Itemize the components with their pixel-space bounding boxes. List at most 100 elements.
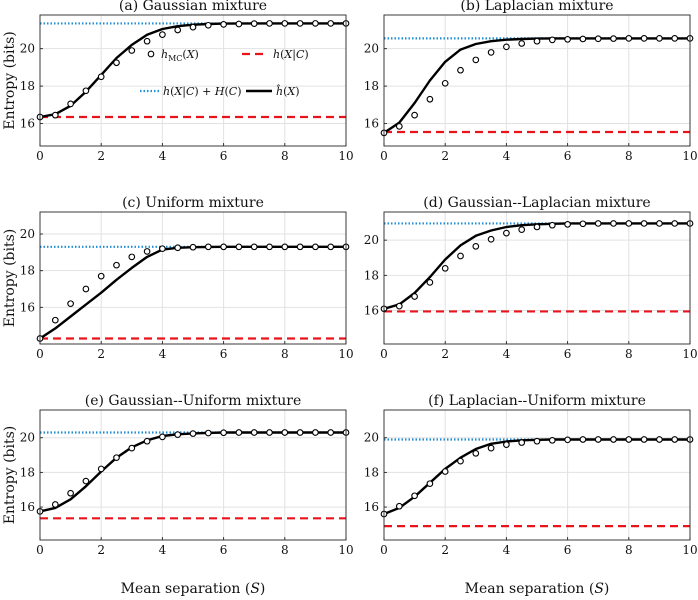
panel-title: (d) Gaussian--Laplacian mixture <box>423 195 650 211</box>
mc-point <box>174 26 182 34</box>
mc-point <box>441 79 449 87</box>
x-tick-label: 0 <box>36 347 44 361</box>
mc-point <box>296 20 304 27</box>
chart-panel-2: 0 2 4 6 8 10 16 18 20 (b) Laplacian mixture <box>364 0 698 163</box>
legend-cond-label: h(X|C) <box>273 48 309 62</box>
mc-point <box>51 111 59 119</box>
x-tick-label: 0 <box>380 543 388 557</box>
x-tick-label: 0 <box>36 543 44 557</box>
mc-point <box>159 433 166 441</box>
mc-point <box>503 441 510 449</box>
legend-mc-marker <box>147 50 155 58</box>
mc-point <box>235 20 243 28</box>
mc-point <box>266 243 273 251</box>
mc-point <box>395 302 403 310</box>
y-tick-label: 18 <box>20 79 35 93</box>
x-tick-label: 2 <box>97 149 105 163</box>
y-tick-label: 16 <box>364 500 379 514</box>
mc-point <box>640 35 648 42</box>
x-tick-label: 0 <box>380 347 388 361</box>
y-tick-label: 20 <box>364 42 379 56</box>
mc-point <box>426 480 434 488</box>
mc-point <box>610 436 617 443</box>
x-tick-label: 10 <box>682 149 697 163</box>
estimate-line <box>39 22 346 119</box>
x-tick-label: 10 <box>338 347 353 361</box>
mc-point <box>296 429 304 436</box>
x-axis-label: Mean separation (S) <box>121 581 266 597</box>
y-tick-label: 16 <box>20 500 35 514</box>
mc-point <box>671 220 679 227</box>
mc-point <box>312 429 319 436</box>
mc-point <box>411 111 418 119</box>
mc-point <box>548 36 556 44</box>
x-tick-label: 8 <box>625 543 633 557</box>
mc-point <box>411 492 418 500</box>
mc-point <box>113 59 120 67</box>
mc-point <box>82 477 90 485</box>
x-tick-label: 8 <box>281 543 289 557</box>
mc-point <box>67 300 74 308</box>
mc-point <box>128 47 136 54</box>
mc-point <box>533 437 541 445</box>
legend-upper-label: h(X|C) + H(C) <box>163 85 242 99</box>
mc-point <box>97 73 105 81</box>
x-tick-label: 8 <box>281 149 289 163</box>
plot-area <box>40 212 346 344</box>
mc-point <box>610 35 617 42</box>
mc-point <box>220 21 227 28</box>
x-tick-label: 6 <box>564 149 572 163</box>
plot-area <box>384 410 690 540</box>
mc-point <box>472 242 480 250</box>
x-tick-label: 4 <box>503 347 511 361</box>
y-tick-label: 18 <box>364 79 379 93</box>
mc-point <box>266 20 273 27</box>
mc-point <box>143 37 151 45</box>
estimate-line <box>383 37 690 134</box>
mc-point <box>472 56 480 64</box>
x-tick-label: 4 <box>503 149 511 163</box>
mc-point <box>327 20 335 27</box>
mc-point <box>610 220 617 227</box>
axes-box <box>383 14 691 147</box>
mc-point <box>312 20 319 27</box>
panel-title: (b) Laplacian mixture <box>460 0 613 14</box>
mc-point <box>640 220 648 227</box>
legend-hat-label: ĥ(X) <box>276 84 300 98</box>
mc-point <box>533 37 541 45</box>
x-tick-label: 8 <box>625 149 633 163</box>
y-tick-label: 18 <box>20 465 35 479</box>
y-tick-label: 18 <box>364 465 379 479</box>
chart-panel-6: 0 2 4 6 8 10 16 18 20 (f) Laplacian--Uniform mixt… <box>364 393 698 597</box>
mc-point <box>159 31 166 39</box>
axes-box <box>383 409 691 541</box>
x-tick-label: 2 <box>441 347 449 361</box>
x-tick-label: 10 <box>338 543 353 557</box>
axes-box <box>39 14 347 147</box>
x-tick-label: 0 <box>380 149 388 163</box>
chart-panel-1: 0 2 4 6 8 10 16 18 20 (a) Gaussian mixture Entropy… <box>2 0 354 163</box>
mc-point <box>312 243 319 251</box>
mc-point <box>204 429 212 437</box>
mc-point <box>640 436 648 443</box>
y-tick-label: 20 <box>364 431 379 445</box>
mc-point <box>457 457 464 465</box>
mc-point <box>204 21 212 29</box>
mc-point <box>625 436 633 443</box>
x-tick-label: 6 <box>220 543 228 557</box>
x-tick-label: 2 <box>441 543 449 557</box>
mc-point <box>97 272 105 280</box>
x-tick-label: 2 <box>97 347 105 361</box>
mc-point <box>503 43 510 51</box>
mc-point <box>281 243 289 251</box>
mc-point <box>487 444 495 452</box>
x-tick-label: 8 <box>625 347 633 361</box>
mc-point <box>67 100 74 108</box>
mc-point <box>250 20 258 27</box>
mc-point <box>395 502 403 510</box>
mc-point <box>625 35 633 42</box>
x-axis-label: Mean separation (S) <box>465 581 610 597</box>
panel-title: (e) Gaussian--Uniform mixture <box>85 393 301 409</box>
mc-point <box>518 439 526 446</box>
